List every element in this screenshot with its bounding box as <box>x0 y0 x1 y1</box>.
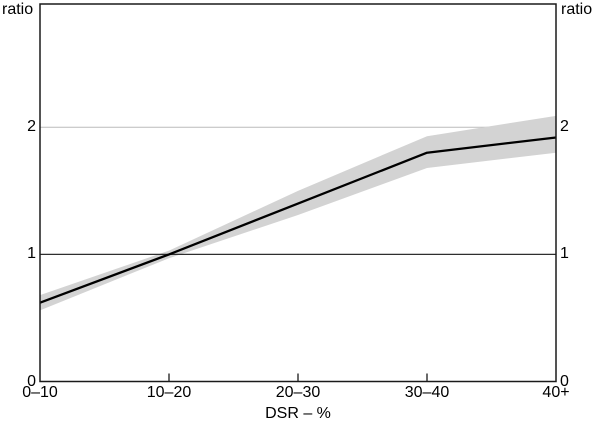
x-tick-label: 10–20 <box>146 384 192 401</box>
y-tick-label-right: 0 <box>560 372 569 390</box>
y-tick-label-left: 2 <box>27 118 36 136</box>
y-tick-label-left: 0 <box>27 372 36 390</box>
confidence-band <box>40 115 556 311</box>
ratio-line <box>39 136 557 304</box>
x-tick-label: 30–40 <box>404 384 450 401</box>
y-tick-label-left: 1 <box>27 245 36 263</box>
y-axis-title-right: ratio <box>561 1 593 18</box>
x-tick-label: 40+ <box>542 384 570 401</box>
y-tick-label-right: 2 <box>560 118 569 136</box>
y-axis-title-left: ratio <box>2 1 34 18</box>
plot-border <box>39 3 557 383</box>
x-tick-label: 20–30 <box>275 384 321 401</box>
y-tick-label-right: 1 <box>560 245 569 263</box>
x-tick-label: 0–10 <box>22 384 58 401</box>
x-axis-title: DSR – % <box>265 405 331 422</box>
